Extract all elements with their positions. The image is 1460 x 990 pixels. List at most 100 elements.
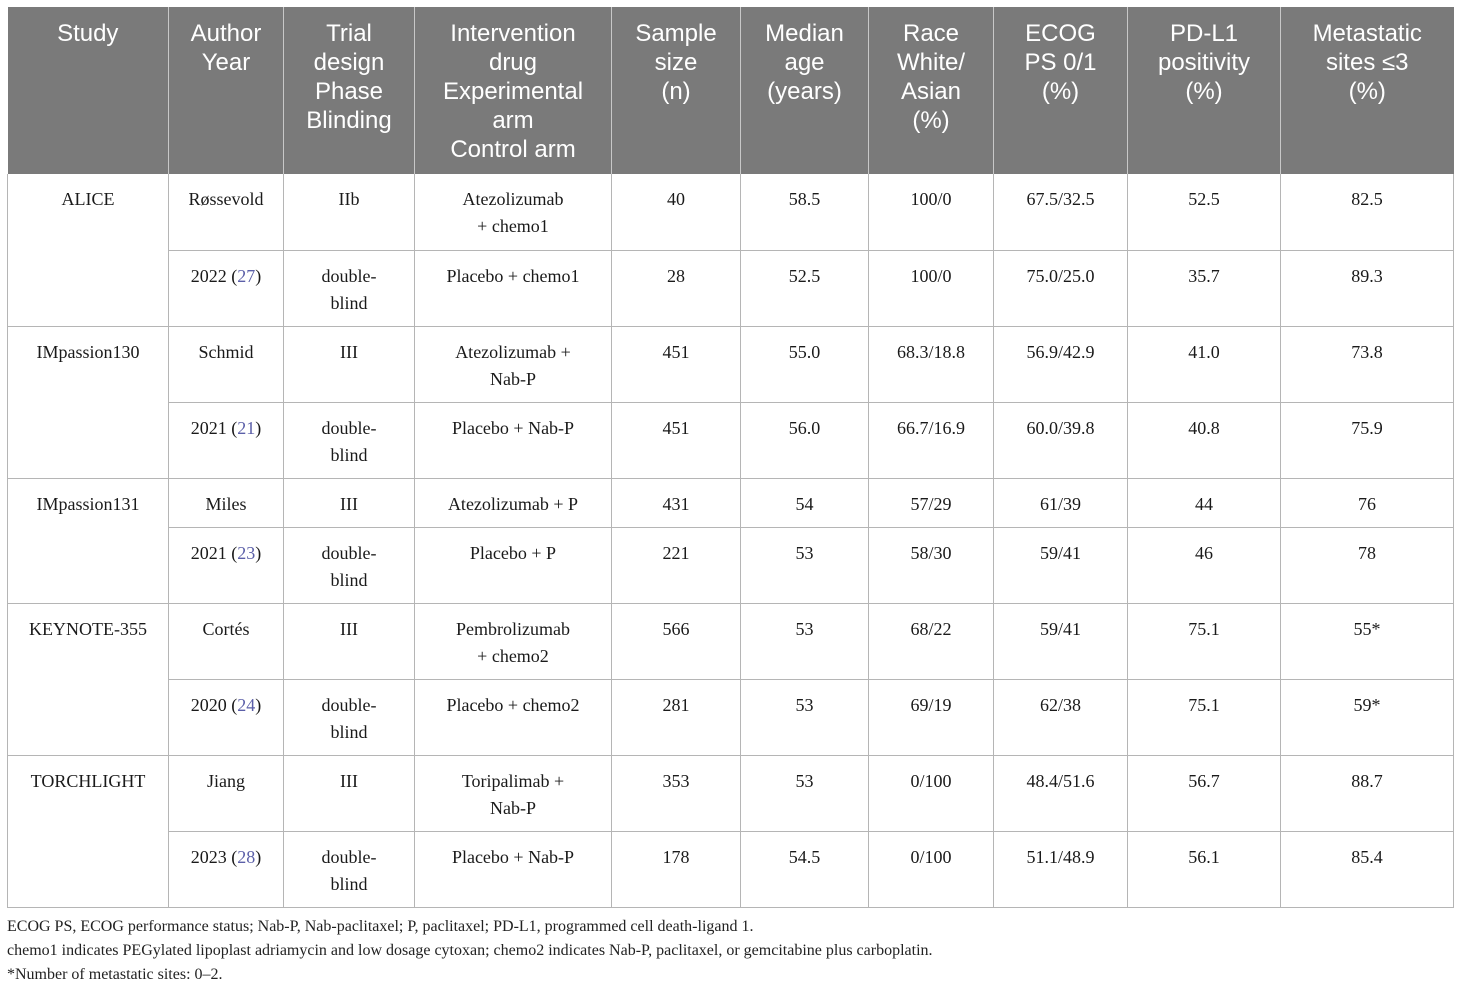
- ecog-cell: 67.5/32.5: [993, 174, 1128, 251]
- pdl1-cell: 41.0: [1127, 326, 1281, 403]
- intervention-cell: Atezolizumab + P: [414, 478, 612, 528]
- metastatic-sites-cell: 75.9: [1280, 402, 1454, 479]
- intervention-cell: Atezolizumab + Nab-P: [414, 326, 612, 403]
- reference-link[interactable]: 24: [237, 694, 256, 715]
- column-header-intervention: Intervention drug Experimental arm Contr…: [414, 7, 612, 174]
- pdl1-cell: 75.1: [1127, 679, 1281, 756]
- intervention-cell: Placebo + chemo2: [414, 679, 612, 756]
- column-header-ecog: ECOG PS 0/1 (%): [993, 7, 1128, 174]
- metastatic-sites-cell: 55*: [1280, 603, 1454, 680]
- pdl1-cell: 56.1: [1127, 831, 1281, 908]
- trial-design-cell: IIb: [283, 174, 415, 251]
- year-cell: 2022 (27): [168, 250, 284, 327]
- footnote-chemo-definitions: chemo1 indicates PEGylated lipoplast adr…: [7, 942, 933, 959]
- trial-design-cell: III: [283, 755, 415, 832]
- metastatic-sites-cell: 82.5: [1280, 174, 1454, 251]
- study-name: TORCHLIGHT: [7, 755, 169, 908]
- reference-link[interactable]: 27: [237, 265, 256, 286]
- intervention-cell: Atezolizumab + chemo1: [414, 174, 612, 251]
- median-age-cell: 53: [740, 755, 869, 832]
- study-name: IMpassion131: [7, 478, 169, 604]
- intervention-cell: Placebo + Nab-P: [414, 402, 612, 479]
- study-name: KEYNOTE-355: [7, 603, 169, 756]
- study-name: ALICE: [7, 174, 169, 327]
- table-header-row: Study Author Year Trial design Phase Bli…: [7, 7, 1454, 174]
- column-header-sample-size: Sample size (n): [611, 7, 741, 174]
- sample-size-cell: 353: [611, 755, 741, 832]
- sample-size-cell: 451: [611, 326, 741, 403]
- year-text: 2021: [190, 542, 227, 563]
- sample-size-cell: 40: [611, 174, 741, 251]
- trial-characteristics-table: Study Author Year Trial design Phase Bli…: [7, 7, 1454, 908]
- author-name: Røssevold: [168, 174, 284, 251]
- table-row: IMpassion131 Miles III Atezolizumab + P …: [7, 478, 1454, 604]
- trial-design-cell: III: [283, 326, 415, 403]
- year-text: 2022: [190, 265, 227, 286]
- table-row: 2021 (23) double- blind Placebo + P 221 …: [8, 527, 1454, 604]
- ecog-cell: 51.1/48.9: [993, 831, 1128, 908]
- race-cell: 57/29: [868, 478, 994, 528]
- pdl1-cell: 40.8: [1127, 402, 1281, 479]
- pdl1-cell: 52.5: [1127, 174, 1281, 251]
- metastatic-sites-cell: 73.8: [1280, 326, 1454, 403]
- race-cell: 0/100: [868, 755, 994, 832]
- trial-design-cell: double- blind: [283, 250, 415, 327]
- median-age-cell: 53: [740, 679, 869, 756]
- year-cell: 2020 (24): [168, 679, 284, 756]
- table-row: KEYNOTE-355 Cortés III Pembrolizumab + c…: [7, 603, 1454, 756]
- reference-link[interactable]: 28: [237, 846, 256, 867]
- metastatic-sites-cell: 78: [1280, 527, 1454, 604]
- race-cell: 100/0: [868, 174, 994, 251]
- author-name: Miles: [168, 478, 284, 528]
- race-cell: 66.7/16.9: [868, 402, 994, 479]
- column-header-pdl1: PD-L1 positivity (%): [1127, 7, 1281, 174]
- pdl1-cell: 44: [1127, 478, 1281, 528]
- table-row: 2021 (21) double- blind Placebo + Nab-P …: [8, 402, 1454, 479]
- column-header-metastatic-sites: Metastatic sites ≤3 (%): [1280, 7, 1454, 174]
- ecog-cell: 60.0/39.8: [993, 402, 1128, 479]
- column-header-race: Race White/ Asian (%): [868, 7, 994, 174]
- table-row: 2023 (28) double- blind Placebo + Nab-P …: [8, 831, 1454, 908]
- median-age-cell: 55.0: [740, 326, 869, 403]
- footnote-abbreviations: ECOG PS, ECOG performance status; Nab-P,…: [7, 918, 754, 935]
- column-header-study: Study: [7, 7, 169, 174]
- race-cell: 69/19: [868, 679, 994, 756]
- sample-size-cell: 178: [611, 831, 741, 908]
- trial-characteristics-table-container: Study Author Year Trial design Phase Bli…: [7, 7, 1454, 908]
- median-age-cell: 53: [740, 603, 869, 680]
- ecog-cell: 75.0/25.0: [993, 250, 1128, 327]
- author-name: Schmid: [168, 326, 284, 403]
- race-cell: 100/0: [868, 250, 994, 327]
- table-row: IMpassion130 Schmid III Atezolizumab + N…: [7, 326, 1454, 479]
- sample-size-cell: 28: [611, 250, 741, 327]
- reference-link[interactable]: 23: [237, 542, 256, 563]
- year-text: 2020: [190, 694, 227, 715]
- race-cell: 68/22: [868, 603, 994, 680]
- sample-size-cell: 431: [611, 478, 741, 528]
- table-footnotes: ECOG PS, ECOG performance status; Nab-P,…: [7, 915, 1453, 987]
- sample-size-cell: 451: [611, 402, 741, 479]
- trial-design-cell: double- blind: [283, 679, 415, 756]
- sample-size-cell: 281: [611, 679, 741, 756]
- race-cell: 0/100: [868, 831, 994, 908]
- trial-design-cell: III: [283, 603, 415, 680]
- metastatic-sites-cell: 59*: [1280, 679, 1454, 756]
- reference-link[interactable]: 21: [237, 417, 256, 438]
- trial-design-cell: III: [283, 478, 415, 528]
- ecog-cell: 59/41: [993, 527, 1128, 604]
- intervention-cell: Placebo + Nab-P: [414, 831, 612, 908]
- sample-size-cell: 566: [611, 603, 741, 680]
- pdl1-cell: 35.7: [1127, 250, 1281, 327]
- ecog-cell: 59/41: [993, 603, 1128, 680]
- race-cell: 68.3/18.8: [868, 326, 994, 403]
- column-header-median-age: Median age (years): [740, 7, 869, 174]
- ecog-cell: 48.4/51.6: [993, 755, 1128, 832]
- year-cell: 2023 (28): [168, 831, 284, 908]
- table-row: ALICE Røssevold IIb Atezolizumab + chemo…: [7, 174, 1454, 327]
- column-header-author-year: Author Year: [168, 7, 284, 174]
- year-cell: 2021 (21): [168, 402, 284, 479]
- table-row: TORCHLIGHT Jiang III Toripalimab + Nab-P…: [7, 755, 1454, 908]
- metastatic-sites-cell: 88.7: [1280, 755, 1454, 832]
- ecog-cell: 56.9/42.9: [993, 326, 1128, 403]
- median-age-cell: 54.5: [740, 831, 869, 908]
